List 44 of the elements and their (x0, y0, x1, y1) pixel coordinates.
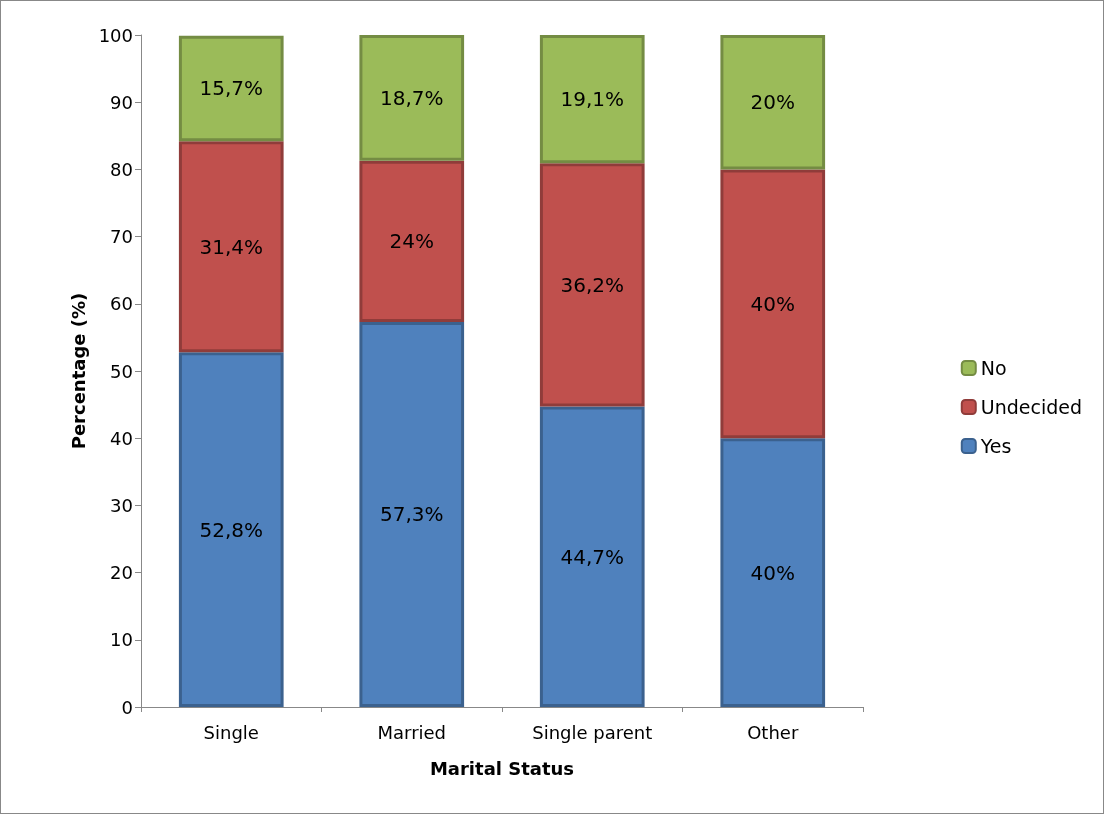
y-tick-label: 50 (110, 360, 133, 382)
bar (539, 163, 645, 407)
x-tick-label: Married (377, 721, 447, 743)
data-label: 15,7% (199, 76, 264, 101)
legend-label: Undecided (980, 396, 1082, 418)
y-tick-label: 30 (110, 494, 133, 516)
data-label: 52,8% (199, 517, 264, 542)
data-label: 40% (750, 291, 795, 316)
data-label: 20% (750, 90, 795, 115)
bar (720, 169, 826, 439)
bar (178, 352, 284, 707)
y-tick-label: 90 (110, 91, 133, 113)
bar (720, 35, 826, 170)
bar (178, 141, 284, 353)
data-label: 57,3% (379, 502, 444, 527)
y-tick-label: 10 (110, 629, 133, 651)
y-tick-label: 60 (110, 293, 133, 315)
data-label: 40% (750, 560, 795, 585)
y-tick-label: 20 (110, 562, 133, 584)
data-label: 19,1% (560, 87, 625, 112)
y-tick-label: 70 (110, 226, 133, 248)
y-axis-title: Percentage (%) (68, 292, 90, 450)
x-tick-label: Single parent (532, 721, 653, 743)
data-label: 36,2% (560, 272, 625, 297)
x-tick-label: Single (203, 721, 259, 743)
legend-label: Yes (979, 435, 1012, 457)
y-tick-label: 80 (110, 158, 133, 180)
x-tick-label: Other (747, 721, 799, 743)
y-tick-label: 0 (121, 696, 133, 718)
x-axis-title: Marital Status (429, 757, 575, 779)
bar (539, 35, 645, 164)
y-tick-label: 100 (98, 24, 133, 46)
y-tick-label: 40 (110, 427, 133, 449)
bar (359, 321, 465, 707)
bar (178, 35, 284, 142)
data-label: 24% (389, 229, 434, 254)
data-label: 18,7% (379, 85, 444, 110)
bar (720, 438, 826, 707)
data-label: 31,4% (199, 234, 264, 259)
bar (359, 35, 465, 161)
bar (539, 406, 645, 707)
legend-label: No (980, 357, 1007, 379)
bar (359, 160, 465, 322)
data-label: 44,7% (560, 544, 625, 569)
